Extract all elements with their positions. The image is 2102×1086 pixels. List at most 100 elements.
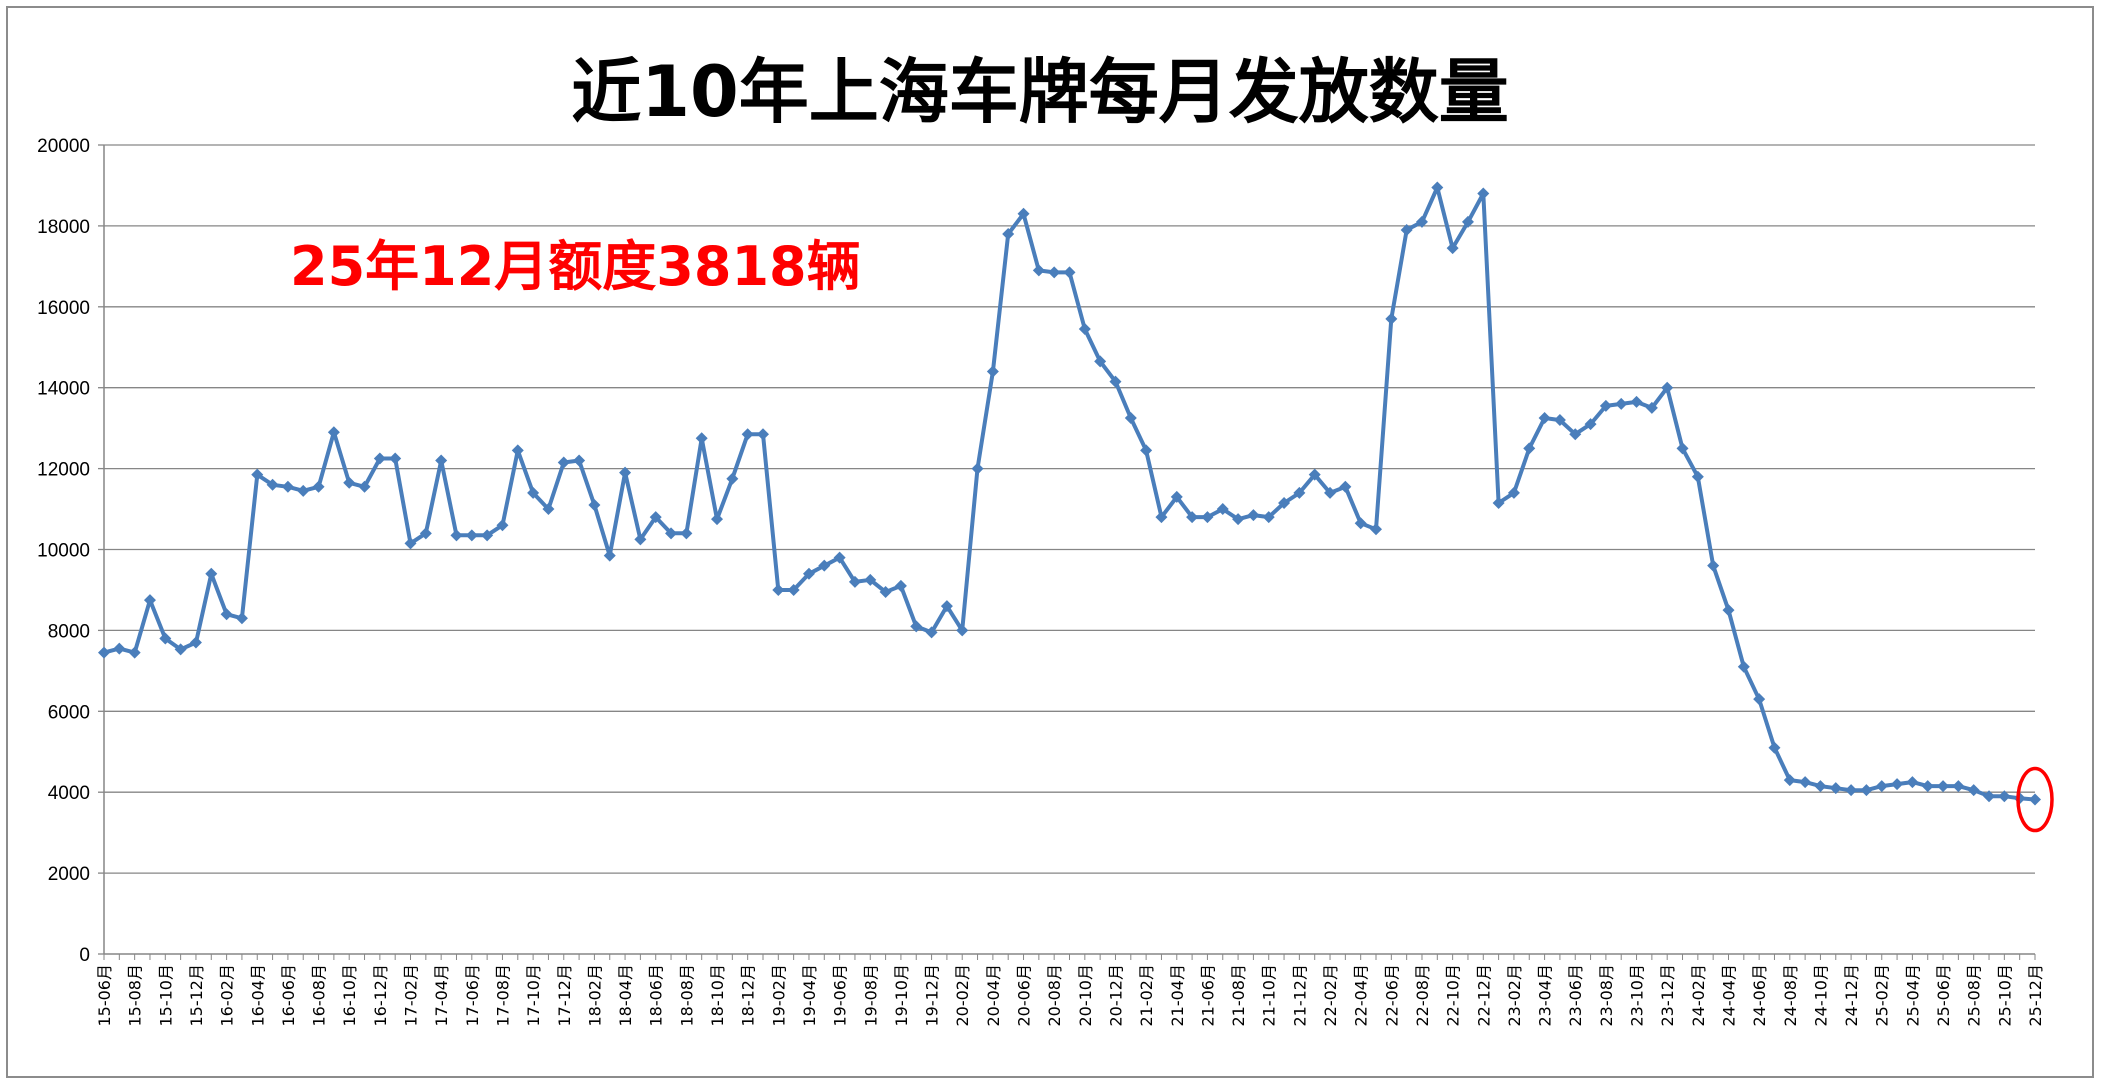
data-point: [619, 466, 632, 479]
x-tick-label: 21-04月: [1168, 964, 1187, 1027]
data-point: [1707, 559, 1720, 572]
data-point: [481, 529, 494, 542]
data-point: [1109, 375, 1122, 388]
data-point: [1124, 412, 1137, 425]
x-tick-label: 16-04月: [248, 964, 267, 1027]
x-tick-label: 16-12月: [371, 964, 390, 1027]
data-point: [1753, 693, 1766, 706]
data-point: [235, 612, 248, 625]
data-point: [787, 583, 800, 596]
data-point: [1354, 517, 1367, 530]
data-point: [1492, 496, 1505, 509]
data-point: [1998, 790, 2011, 803]
data-point: [1186, 511, 1199, 524]
data-point: [1032, 264, 1045, 277]
data-point: [1860, 784, 1873, 797]
x-tick-label: 17-10月: [524, 964, 543, 1027]
x-tick-label: 21-10月: [1260, 964, 1279, 1027]
data-point: [1691, 470, 1704, 483]
data-point: [1584, 418, 1597, 431]
x-tick-label: 24-10月: [1811, 964, 1830, 1027]
data-point: [1078, 323, 1091, 336]
x-tick-label: 22-08月: [1413, 964, 1432, 1027]
data-point: [128, 646, 141, 659]
y-tick-label: 18000: [37, 217, 90, 238]
data-point: [189, 636, 202, 649]
data-point: [419, 527, 432, 540]
x-tick-label: 24-12月: [1842, 964, 1861, 1027]
data-point: [695, 432, 708, 445]
x-tick-label: 21-02月: [1137, 964, 1156, 1027]
x-tick-label: 19-06月: [831, 964, 850, 1027]
x-tick-label: 22-04月: [1352, 964, 1371, 1027]
x-tick-label: 19-08月: [861, 964, 880, 1027]
data-point: [772, 583, 785, 596]
x-tick-label: 15-12月: [187, 964, 206, 1027]
x-tick-label: 18-12月: [739, 964, 758, 1027]
data-point: [205, 567, 218, 580]
data-point: [557, 456, 570, 469]
x-tick-label: 21-12月: [1290, 964, 1309, 1027]
data-point: [634, 533, 647, 546]
data-point: [956, 624, 969, 637]
data-point: [879, 585, 892, 598]
x-tick-label: 17-02月: [402, 964, 421, 1027]
data-point: [2029, 793, 2041, 806]
data-point: [527, 486, 540, 499]
data-point: [1523, 442, 1536, 455]
x-tick-label: 22-06月: [1382, 964, 1401, 1027]
x-tick-label: 22-02月: [1321, 964, 1340, 1027]
x-tick-label: 15-08月: [126, 964, 145, 1027]
data-point: [1170, 490, 1183, 503]
data-point: [542, 503, 555, 516]
x-tick-label: 16-08月: [310, 964, 329, 1027]
data-point: [1768, 741, 1781, 754]
data-point: [1875, 780, 1888, 793]
x-tick-label: 19-02月: [769, 964, 788, 1027]
data-point: [818, 559, 831, 572]
x-tick-label: 18-06月: [647, 964, 666, 1027]
data-point: [143, 594, 156, 607]
data-point: [665, 527, 678, 540]
data-point: [1477, 187, 1490, 200]
data-point: [1799, 776, 1812, 789]
data-point: [1247, 509, 1260, 522]
x-tick-label: 24-02月: [1689, 964, 1708, 1027]
data-point: [1446, 242, 1459, 255]
data-point: [1339, 480, 1352, 493]
y-tick-label: 14000: [37, 379, 90, 400]
data-point: [1615, 397, 1628, 410]
data-point: [343, 476, 356, 489]
x-tick-label: 16-06月: [279, 964, 298, 1027]
data-point: [389, 452, 402, 465]
x-tick-label: 19-04月: [800, 964, 819, 1027]
x-tick-label: 22-12月: [1474, 964, 1493, 1027]
data-point: [1308, 468, 1321, 481]
data-point: [940, 600, 953, 613]
data-point: [327, 426, 340, 439]
chart-frame: 近10年上海车牌每月发放数量 0 2000 4000 6000 8000 10000 120…: [6, 6, 2094, 1078]
data-point: [848, 575, 861, 588]
data-point: [726, 472, 739, 485]
data-point: [1201, 511, 1214, 524]
data-point: [297, 484, 310, 497]
data-point: [1921, 780, 1934, 793]
data-point: [1094, 355, 1107, 368]
x-tick-label: 19-12月: [923, 964, 942, 1027]
x-tick-label: 25-12月: [2026, 964, 2045, 1027]
data-point: [1507, 486, 1520, 499]
x-tick-label: 20-08月: [1045, 964, 1064, 1027]
data-point: [1676, 442, 1689, 455]
highlight-circle: [2016, 766, 2054, 833]
y-tick-label: 20000: [37, 136, 90, 157]
y-tick-label: 0: [79, 945, 90, 966]
x-tick-label: 19-10月: [892, 964, 911, 1027]
x-tick-label: 22-10月: [1444, 964, 1463, 1027]
data-point: [1630, 395, 1643, 408]
x-tick-label: 21-06月: [1198, 964, 1217, 1027]
data-point: [1293, 486, 1306, 499]
data-point: [711, 513, 724, 526]
data-point: [802, 567, 815, 580]
data-point: [435, 454, 448, 467]
data-point: [756, 428, 769, 441]
